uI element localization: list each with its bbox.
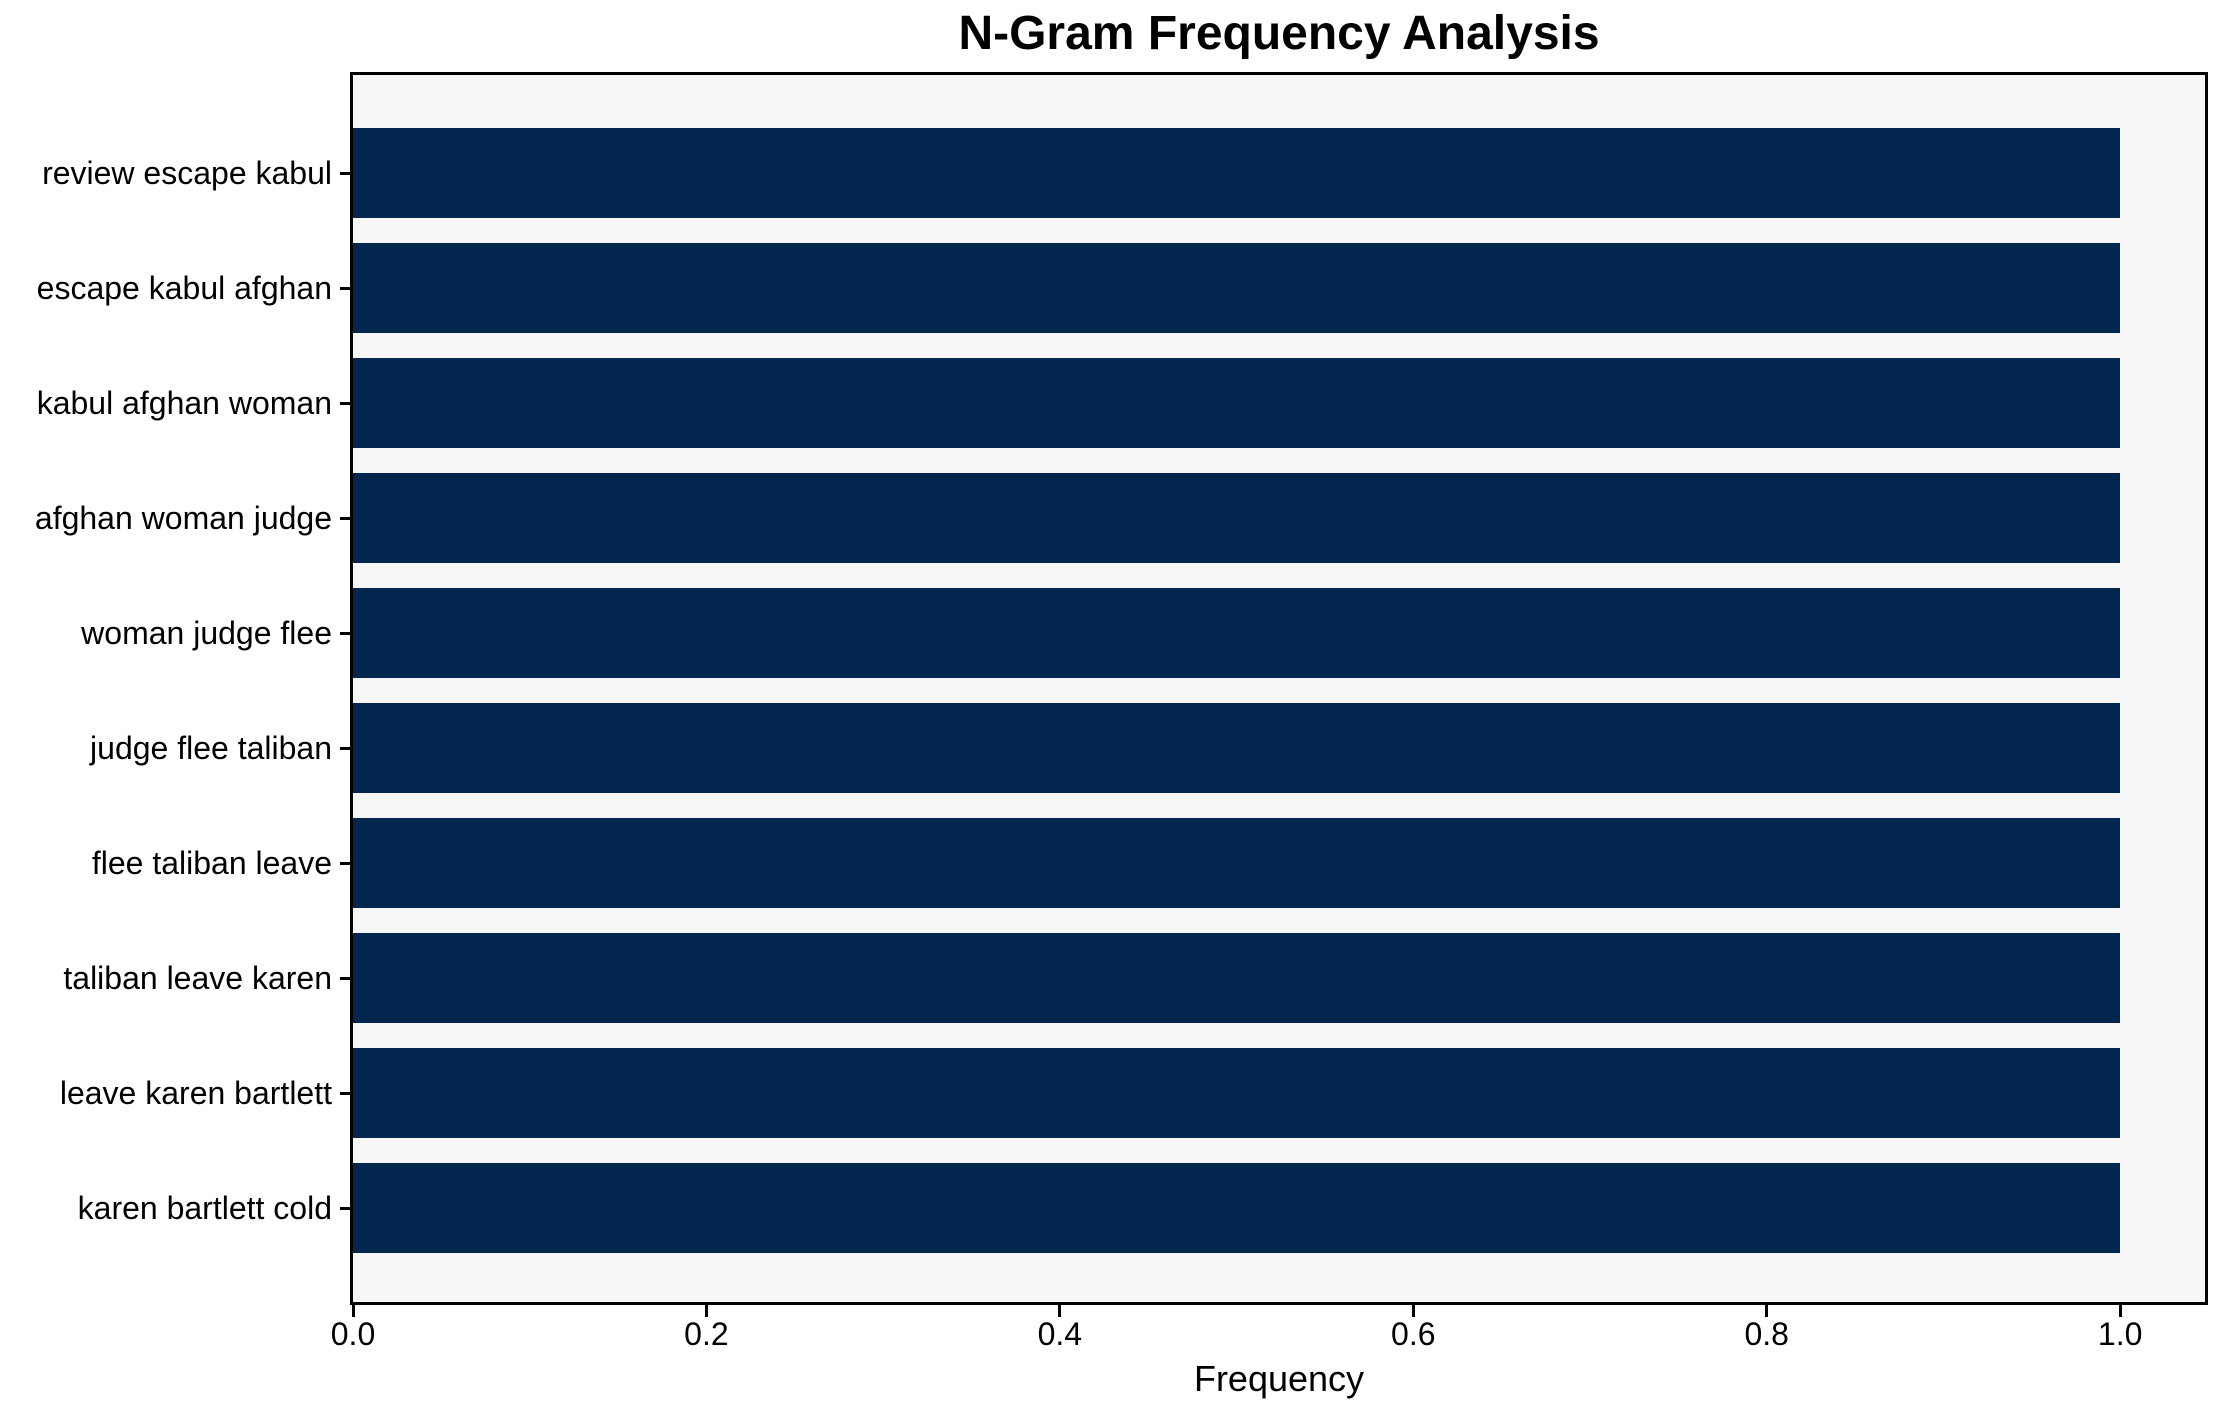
bar [353, 128, 2121, 218]
y-tick-mark [340, 746, 350, 750]
y-tick-mark [340, 861, 350, 865]
bar [353, 1163, 2121, 1253]
y-tick-label: kabul afghan woman [36, 385, 332, 421]
y-tick-label: leave karen bartlett [59, 1075, 332, 1111]
bar [353, 473, 2121, 563]
y-tick-mark [340, 171, 350, 175]
x-tick-label: 0.0 [330, 1316, 376, 1352]
y-tick-label: flee taliban leave [91, 845, 332, 881]
y-tick-mark [340, 401, 350, 405]
bar [353, 243, 2121, 333]
x-axis-label: Frequency [1193, 1358, 1365, 1399]
y-tick-label: woman judge flee [81, 615, 332, 651]
bar [353, 358, 2121, 448]
x-tick-mark [704, 1305, 708, 1317]
y-tick-label: escape kabul afghan [36, 270, 332, 306]
bar [353, 818, 2121, 908]
plot-area [350, 72, 2208, 1305]
x-tick-label: 0.6 [1391, 1316, 1436, 1352]
y-tick-mark [340, 1206, 350, 1210]
y-tick-label: taliban leave karen [63, 960, 332, 996]
y-tick-label: judge flee taliban [90, 730, 332, 766]
x-tick-mark [1058, 1305, 1062, 1317]
bar [353, 933, 2121, 1023]
y-tick-mark [340, 516, 350, 520]
x-tick-label: 1.0 [2097, 1316, 2143, 1352]
y-tick-mark [340, 1091, 350, 1095]
x-tick-mark [351, 1305, 355, 1317]
x-tick-mark [1765, 1305, 1769, 1317]
y-tick-mark [340, 976, 350, 980]
bar [353, 703, 2121, 793]
bar [353, 1048, 2121, 1138]
y-tick-label: karen bartlett cold [77, 1190, 332, 1226]
x-tick-label: 0.8 [1744, 1316, 1789, 1352]
y-tick-mark [340, 286, 350, 290]
y-tick-label: review escape kabul [42, 155, 332, 191]
x-tick-label: 0.2 [684, 1316, 729, 1352]
chart-title: N-Gram Frequency Analysis [958, 7, 1600, 60]
x-tick-mark [1411, 1305, 1415, 1317]
y-tick-mark [340, 631, 350, 635]
bar [353, 588, 2121, 678]
x-tick-label: 0.4 [1037, 1316, 1083, 1352]
x-tick-mark [2118, 1305, 2122, 1317]
y-tick-label: afghan woman judge [34, 500, 332, 536]
